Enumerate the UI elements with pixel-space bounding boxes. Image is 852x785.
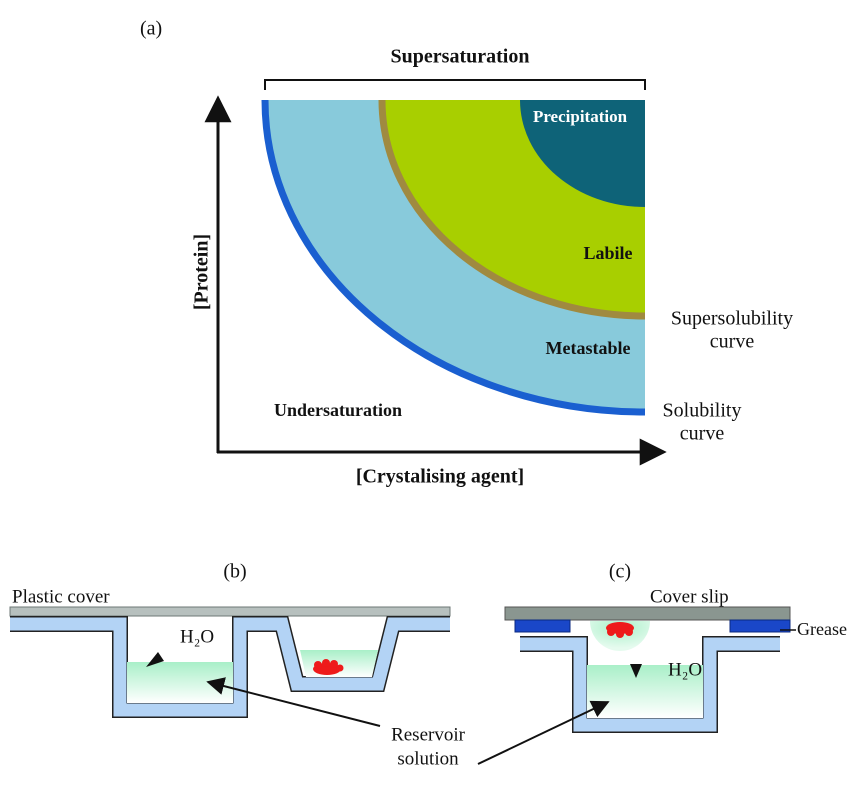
- undersaturation-label: Undersaturation: [274, 400, 402, 420]
- x-axis-label: [Crystalising agent]: [356, 466, 524, 488]
- cover-label: Plastic cover: [12, 586, 110, 607]
- supersaturation-label: Supersaturation: [391, 46, 530, 68]
- panel-label: (c): [609, 561, 631, 583]
- curve-label: Solubility: [663, 400, 742, 422]
- grease-label: Grease: [797, 619, 847, 639]
- curve-label: Supersolubility: [671, 308, 793, 330]
- reservoir-liquid: [127, 662, 233, 703]
- water-label: H₂O: [668, 659, 702, 680]
- metastable-label: Metastable: [546, 338, 631, 358]
- cover-label: Cover slip: [650, 586, 729, 607]
- reservoir-label: solution: [397, 748, 459, 769]
- grease: [515, 620, 570, 632]
- curve-label: curve: [680, 423, 725, 445]
- y-axis-label: [Protein]: [191, 234, 213, 310]
- plastic-cover: [10, 607, 450, 616]
- drop-liquid: [300, 650, 378, 677]
- water-label: H₂O: [180, 626, 214, 647]
- panel-label: (a): [140, 18, 162, 40]
- curve-label: curve: [710, 331, 755, 353]
- labile-label: Labile: [583, 243, 632, 263]
- bracket: [265, 80, 645, 90]
- diagram: (a) Supersaturation Precipitation Labile…: [0, 0, 852, 785]
- panel-label: (b): [223, 561, 246, 583]
- precipitation-label: Precipitation: [533, 107, 628, 126]
- reservoir-label: Reservoir: [391, 724, 466, 745]
- cover-slip: [505, 607, 790, 620]
- crystals: [606, 622, 634, 638]
